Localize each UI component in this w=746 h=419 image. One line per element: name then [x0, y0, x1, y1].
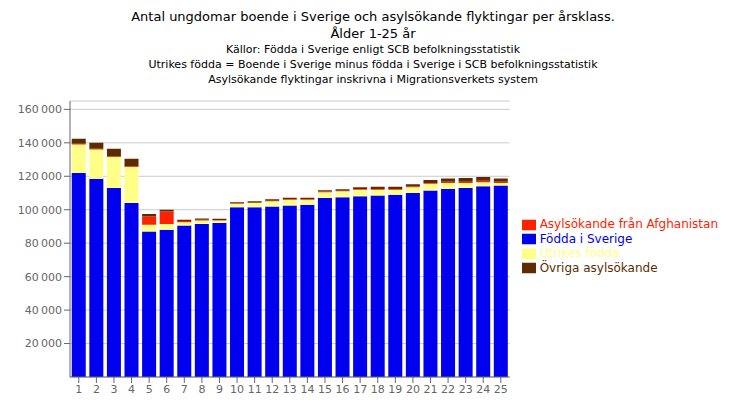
html-text:Källor: Födda i Sverige enligt: Källor: Födda i Sverige enligt SCB befol…: [225, 43, 520, 56]
html-text:Utrikes födda = Boende i Sveri: Utrikes födda = Boende i Sverige minus f…: [148, 58, 598, 71]
svg-text:13: 13: [283, 383, 297, 396]
svg-text:120 000: 120 000: [18, 170, 62, 183]
svg-text:15: 15: [318, 383, 332, 396]
svg-text:12: 12: [265, 383, 279, 396]
svg-text:80 000: 80 000: [25, 237, 62, 250]
svg-text:1: 1: [75, 383, 82, 396]
svg-text:6: 6: [163, 383, 170, 396]
svg-text:23: 23: [459, 383, 473, 396]
html-text:Asylsökande från Afghanistan: Asylsökande från Afghanistan: [539, 217, 718, 231]
svg-text:25: 25: [494, 383, 508, 396]
svg-text:20: 20: [406, 383, 420, 396]
svg-text:100 000: 100 000: [18, 204, 62, 217]
svg-text:140 000: 140 000: [18, 137, 62, 150]
svg-text:14: 14: [300, 383, 314, 396]
html-text:Antal ungdomar boende i Sverig: Antal ungdomar boende i Sverige och asyl…: [131, 9, 615, 24]
svg-text:40 000: 40 000: [25, 304, 62, 317]
svg-text:18: 18: [371, 383, 385, 396]
html-text:Asylsökande flyktingar inskriv: Asylsökande flyktingar inskrivna i Migra…: [208, 73, 538, 86]
svg-text:9: 9: [216, 383, 223, 396]
svg-text:21: 21: [423, 383, 437, 396]
html-text:Födda i Sverige: Födda i Sverige: [539, 231, 633, 246]
svg-text:16: 16: [336, 383, 350, 396]
svg-text:2: 2: [93, 383, 100, 396]
svg-text:17: 17: [353, 383, 367, 396]
svg-text:4: 4: [128, 383, 135, 396]
html-text:Utrikes födda: Utrikes födda: [539, 246, 620, 260]
svg-text:24: 24: [476, 383, 490, 396]
svg-text:19: 19: [388, 383, 402, 396]
svg-text:11: 11: [248, 383, 262, 396]
svg-text:10: 10: [230, 383, 244, 396]
html-text:Ålder 1-25 år: Ålder 1-25 år: [330, 26, 416, 41]
svg-text:3: 3: [110, 383, 117, 396]
svg-text:7: 7: [181, 383, 188, 396]
svg-text:22: 22: [441, 383, 455, 396]
html-text:Övriga asylsökande: Övriga asylsökande: [539, 260, 658, 275]
svg-text:20 000: 20 000: [25, 337, 62, 350]
svg-text:160 000: 160 000: [18, 103, 62, 116]
svg-text:8: 8: [198, 383, 205, 396]
svg-text:60 000: 60 000: [25, 271, 62, 284]
svg-text:5: 5: [146, 383, 153, 396]
